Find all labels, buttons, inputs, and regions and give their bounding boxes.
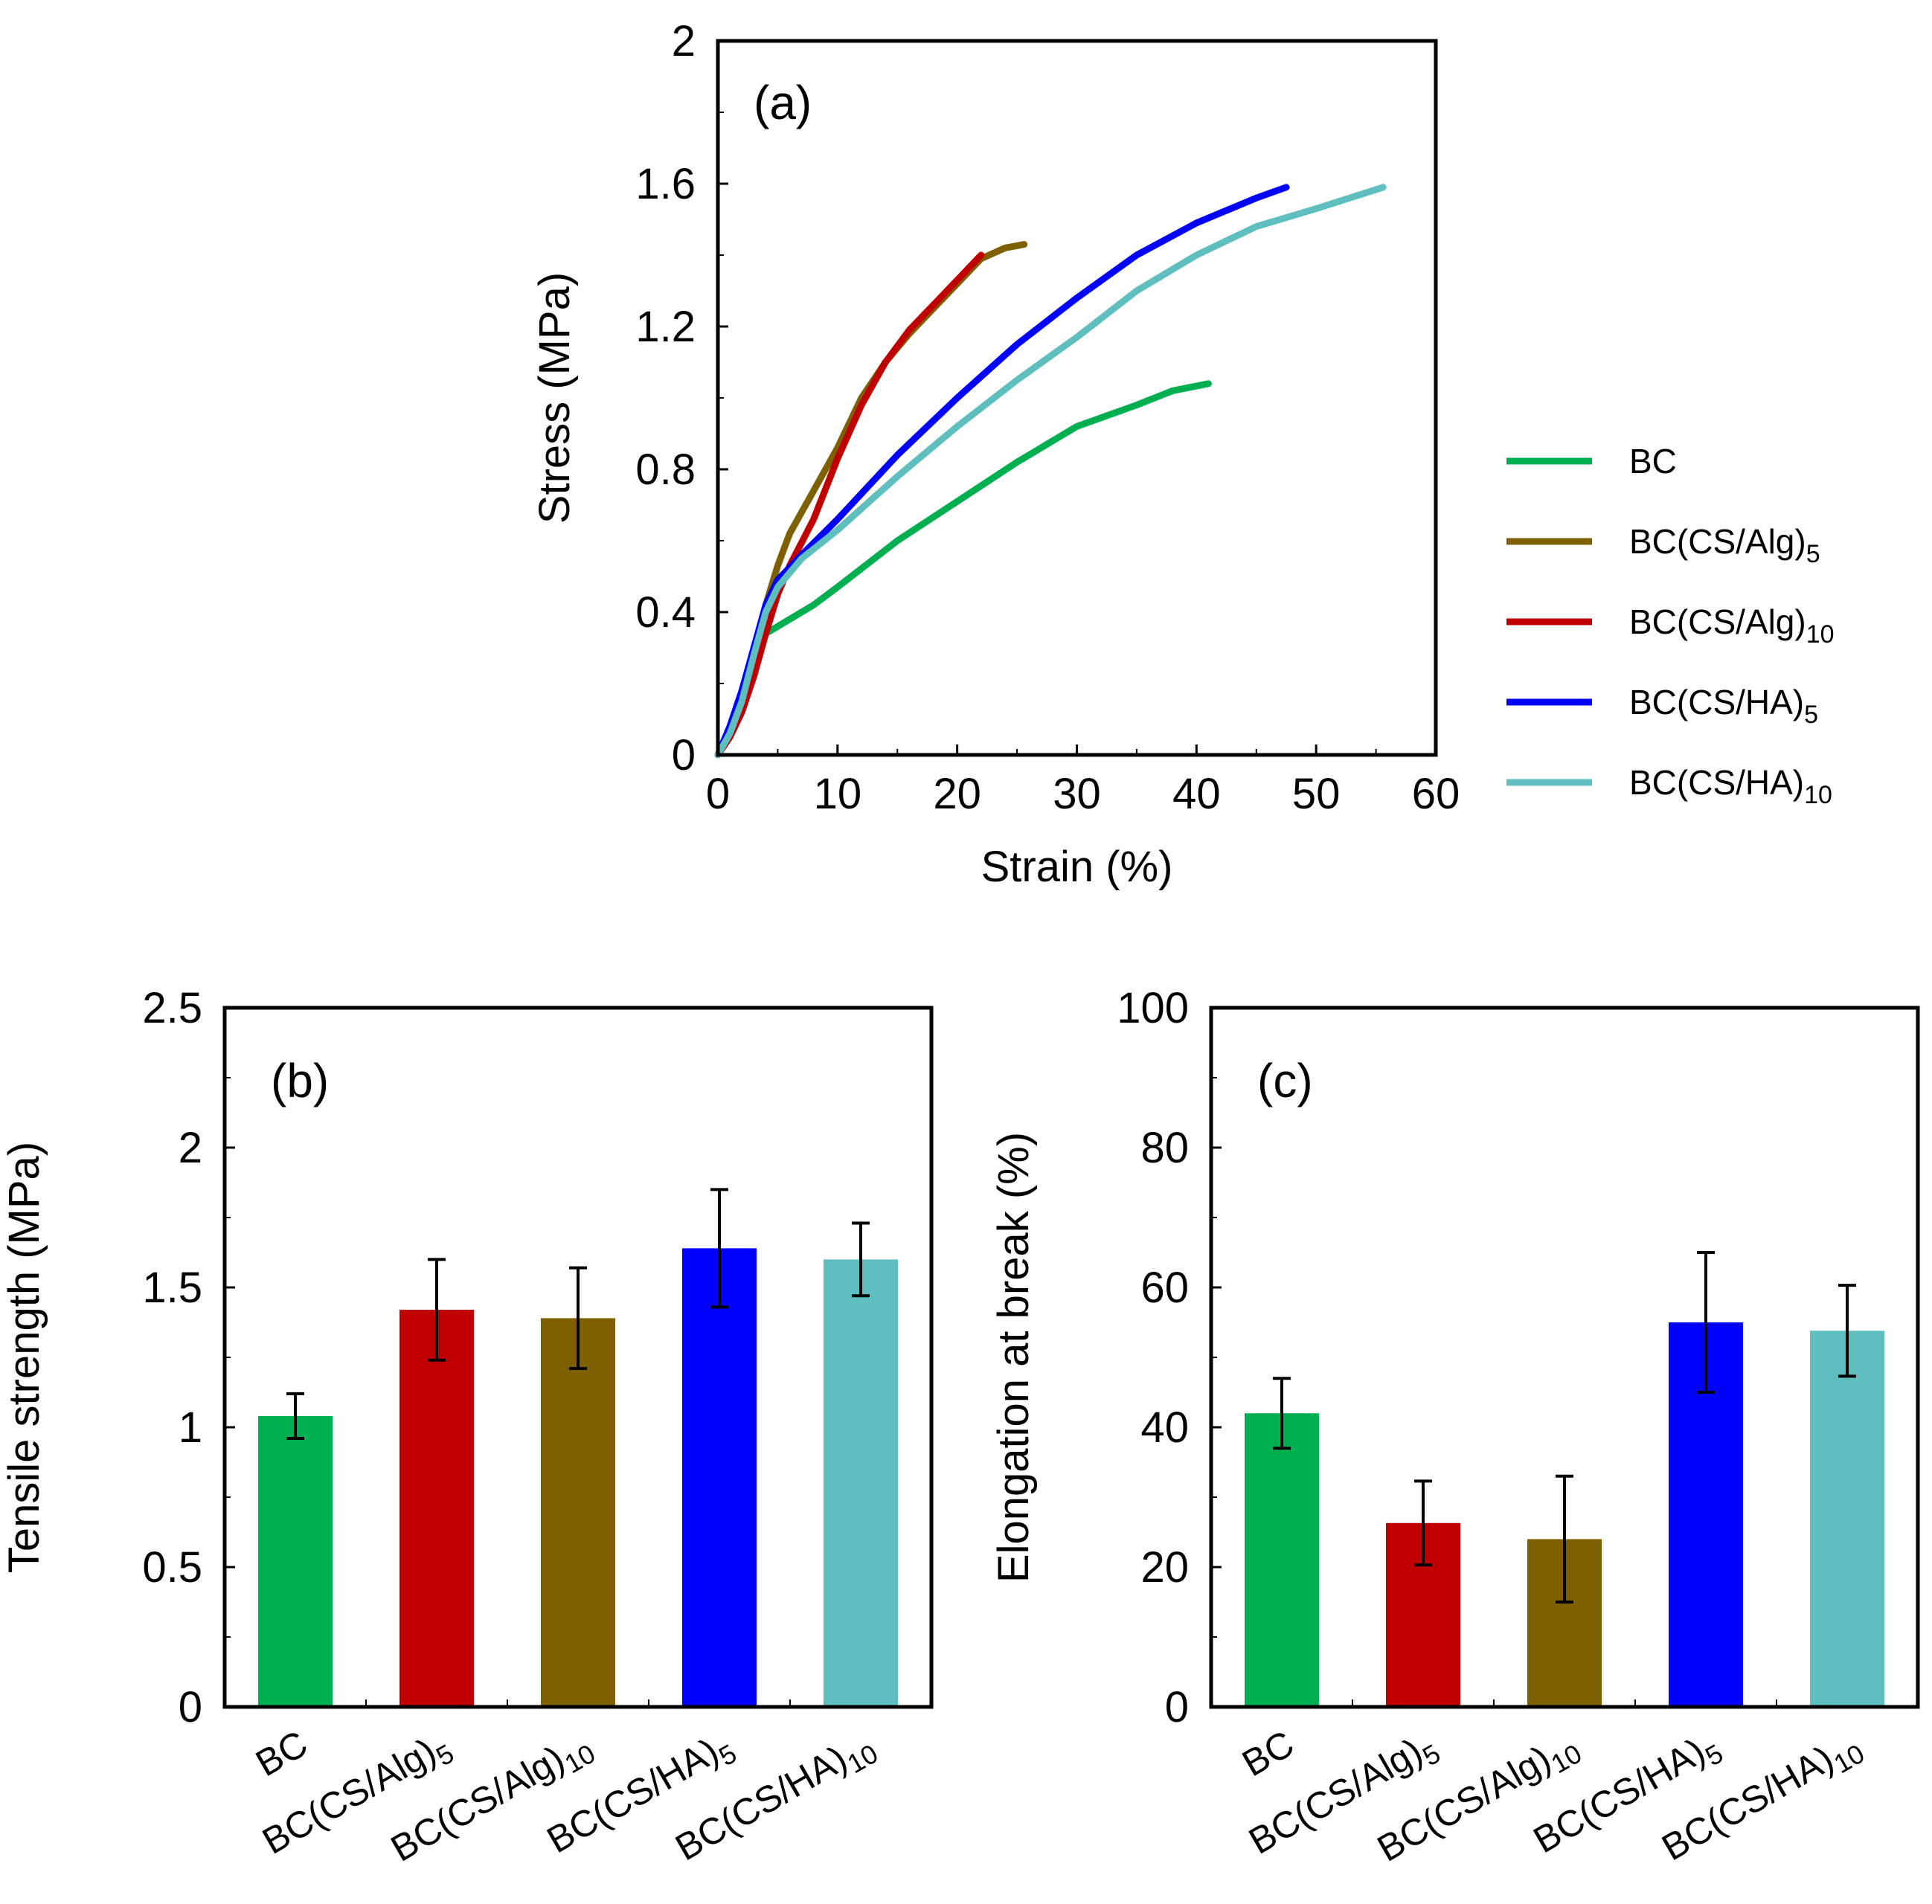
legend-label: BC(CS/Alg)5 <box>1629 522 1820 568</box>
label-subscript: 10 <box>1804 781 1832 809</box>
y-tick-label: 100 <box>1117 984 1189 1032</box>
y-axis-title: Stress (MPa) <box>530 272 579 524</box>
x-tick-label: 20 <box>933 770 981 818</box>
label-base: BC <box>248 1723 314 1784</box>
category-label: BC <box>1235 1723 1300 1784</box>
legend-label: BC(CS/Alg)10 <box>1629 602 1835 649</box>
panel-label: (a) <box>754 76 812 129</box>
panel-label: (c) <box>1257 1054 1313 1107</box>
bar-4 <box>824 1259 898 1707</box>
panel-b-tensile-strength-chart: 00.511.522.5BCBC(CS/Alg)5BC(CS/Alg)10BC(… <box>0 984 934 1870</box>
y-tick-label: 40 <box>1140 1403 1189 1452</box>
panel-a-legend: BCBC(CS/Alg)5BC(CS/Alg)10BC(CS/HA)5BC(CS… <box>1506 442 1835 809</box>
bar-2 <box>541 1318 615 1707</box>
series-line-bc-cs-alg-10 <box>714 251 985 759</box>
y-tick-label: 60 <box>1140 1264 1189 1312</box>
y-tick-label: 0 <box>672 731 696 779</box>
plot-frame <box>1209 1006 1920 1709</box>
y-tick-label: 20 <box>1140 1543 1189 1592</box>
bar-3 <box>682 1248 757 1707</box>
legend-label: BC <box>1629 442 1677 480</box>
bar-4 <box>1810 1331 1884 1707</box>
y-tick-label: 0 <box>1165 1683 1189 1731</box>
plot-frame <box>716 39 1438 757</box>
x-tick-label: 0 <box>706 770 730 818</box>
y-tick-label: 1.2 <box>635 303 696 351</box>
y-axis-title: Elongation at break (%) <box>989 1132 1038 1583</box>
legend-label: BC(CS/HA)5 <box>1629 683 1818 729</box>
y-tick-label: 0.5 <box>142 1543 202 1592</box>
y-axis-title: Tensile strength (MPa) <box>0 1142 48 1573</box>
label-subscript: 5 <box>1804 701 1818 729</box>
panel-c-elongation-chart: 020406080100BCBC(CS/Alg)5BC(CS/Alg)10BC(… <box>989 984 1920 1870</box>
label-base: BC(CS/Alg) <box>1629 522 1806 561</box>
x-tick-label: 60 <box>1412 770 1460 818</box>
plot-frame <box>222 1006 934 1709</box>
y-tick-label: 1 <box>179 1403 202 1452</box>
category-label: BC <box>248 1723 314 1784</box>
y-tick-label: 2 <box>672 17 696 65</box>
panel-label: (b) <box>271 1054 329 1107</box>
y-tick-label: 0.8 <box>635 446 696 494</box>
y-tick-label: 2.5 <box>142 984 202 1032</box>
label-subscript: 5 <box>1806 540 1820 568</box>
x-tick-label: 10 <box>814 770 862 818</box>
label-base: BC(CS/HA) <box>1629 763 1804 802</box>
bar-0 <box>1245 1413 1319 1707</box>
y-tick-label: 2 <box>179 1124 202 1172</box>
x-axis-title: Strain (%) <box>981 843 1173 891</box>
label-base: BC <box>1235 1723 1300 1784</box>
series-line-bc-cs-ha-10 <box>714 184 1387 759</box>
label-base: BC <box>1629 442 1677 480</box>
y-tick-label: 0 <box>179 1683 202 1731</box>
label-subscript: 10 <box>1806 620 1835 649</box>
label-base: BC(CS/Alg) <box>1629 602 1806 641</box>
label-base: BC(CS/HA) <box>1629 683 1804 721</box>
x-tick-label: 50 <box>1292 770 1341 818</box>
x-tick-label: 40 <box>1172 770 1221 818</box>
panel-a-stress-strain-chart: 0 10 20 30 40 50 60 0 0.4 0.8 1.2 1.6 2 (a) Strain (%)… <box>530 17 1460 891</box>
y-tick-label: 1.5 <box>142 1264 202 1312</box>
y-tick-label: 1.6 <box>635 160 696 208</box>
bar-1 <box>399 1310 474 1707</box>
y-tick-label: 0.4 <box>635 588 696 637</box>
legend-label: BC(CS/HA)10 <box>1629 763 1832 809</box>
x-tick-label: 30 <box>1053 770 1101 818</box>
bar-0 <box>258 1415 333 1707</box>
y-tick-label: 80 <box>1140 1124 1189 1172</box>
